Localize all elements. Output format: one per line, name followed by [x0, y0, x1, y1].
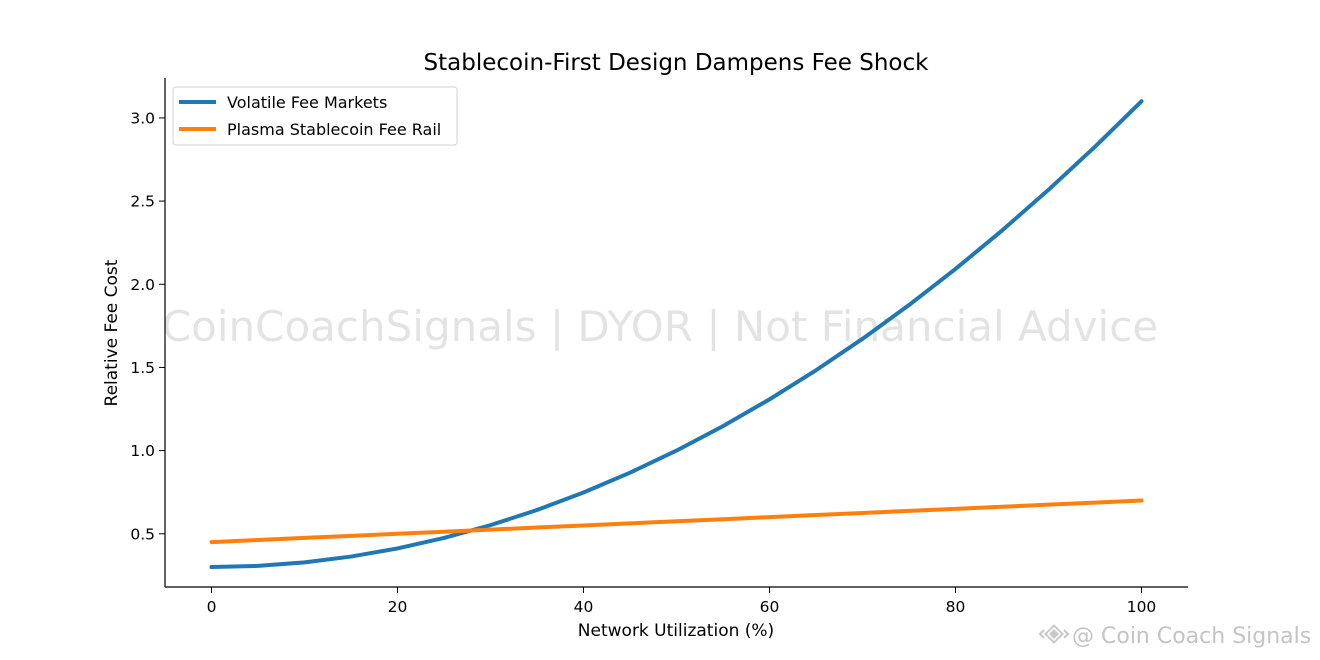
series-line-volatile-fee-markets — [209, 99, 1144, 570]
x-tick-label: 20 — [388, 598, 408, 616]
y-axis-ticks: 0.5 1.0 1.5 2.0 2.5 3.0 — [130, 109, 165, 543]
y-tick-label: 1.5 — [130, 359, 155, 377]
series-group — [209, 99, 1144, 570]
legend-label-volatile: Volatile Fee Markets — [227, 93, 387, 112]
watermark-text: CoinCoachSignals | DYOR | Not Financial … — [162, 302, 1158, 351]
x-tick-label: 100 — [1127, 598, 1157, 616]
x-axis-ticks: 0 20 40 60 80 100 — [207, 587, 1157, 616]
y-tick-label: 1.0 — [130, 442, 155, 460]
credit-text: @ Coin Coach Signals — [1072, 624, 1311, 649]
legend-box — [172, 86, 458, 146]
chart-title: Stablecoin-First Design Dampens Fee Shoc… — [424, 50, 930, 76]
x-tick-label: 60 — [760, 598, 780, 616]
legend-label-plasma: Plasma Stablecoin Fee Rail — [227, 120, 441, 139]
series-line-plasma-stablecoin-fee-rail — [209, 498, 1144, 545]
legend: Volatile Fee Markets Plasma Stablecoin F… — [172, 86, 458, 146]
credit: @ Coin Coach Signals — [1038, 624, 1311, 649]
y-tick-label: 2.0 — [130, 276, 155, 294]
x-tick-label: 80 — [946, 598, 966, 616]
y-axis-label: Relative Fee Cost — [102, 259, 122, 406]
y-tick-label: 0.5 — [130, 525, 155, 543]
y-tick-label: 3.0 — [130, 109, 155, 127]
binance-diamond-icon — [1038, 624, 1070, 644]
x-axis-label: Network Utilization (%) — [578, 621, 774, 641]
x-tick-label: 40 — [574, 598, 594, 616]
x-tick-label: 0 — [207, 598, 217, 616]
y-tick-label: 2.5 — [130, 193, 155, 211]
